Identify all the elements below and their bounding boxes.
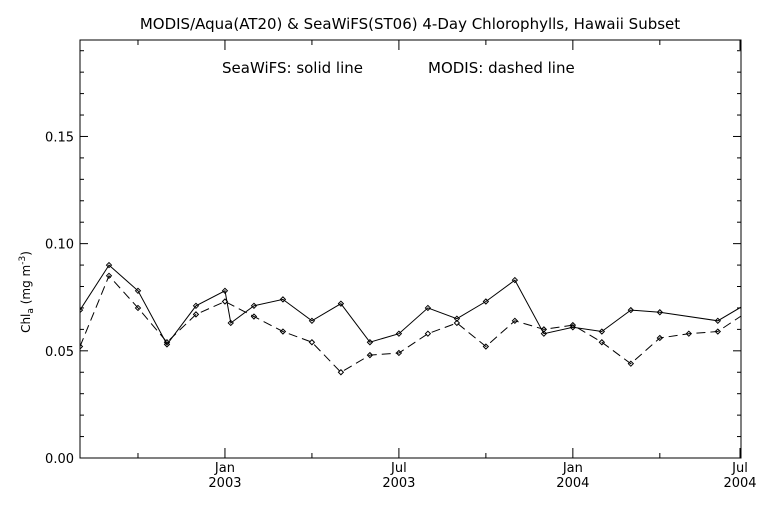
seawifs-point [395,330,403,337]
modis-point [395,349,403,357]
y-axis-label-close: ) [19,251,33,256]
modis-point [714,328,722,335]
x-tick-label-year: 2003 [208,476,241,491]
modis-point [511,317,519,325]
seawifs-point [366,339,374,346]
seawifs-point [227,319,234,327]
y-tick-label: 0.10 [45,238,74,253]
modis-annotation: MODIS: dashed line [428,59,575,77]
modis-point [424,330,432,337]
y-axis-label-main: Chl [19,314,33,333]
seawifs-point [656,309,664,316]
seawifs-point [453,315,461,322]
x-tick-label-month: Jul [731,461,748,476]
seawifs-point [337,300,345,307]
modis-point [134,304,142,312]
seawifs-point [221,287,229,295]
modis-point [80,343,84,350]
seawifs-point [482,298,490,305]
modis-point [250,313,258,320]
x-tick-label-year: 2004 [723,476,756,491]
seawifs-point [163,341,171,348]
x-tick-label-month: Jan [562,461,583,476]
modis-point [540,326,548,333]
y-axis-label-exponent: -3 [18,256,28,265]
seawifs-point [511,276,519,284]
y-axis-label-units: (mg m [19,265,33,305]
seawifs-point [134,287,142,295]
plot-frame [79,39,742,459]
y-axis-label-subscript: a [26,308,36,314]
modis-point [685,330,693,337]
seawifs-point [80,306,84,314]
y-axis-label: Chla (mg m-3) [18,251,36,333]
modis-point [105,272,113,280]
y-tick-label: 0.05 [45,345,74,360]
modis-point [366,351,374,359]
seawifs-point [308,317,316,325]
y-tick-label: 0.15 [45,130,74,145]
modis-point [569,321,577,329]
modis-point [337,369,345,376]
modis-line [80,274,741,373]
seawifs-point [744,301,749,306]
seawifs-point [598,328,606,335]
modis-point [279,328,287,335]
seawifs-point [250,302,258,310]
modis-point [627,360,635,367]
modis-point [308,339,316,346]
seawifs-point [540,330,548,337]
seawifs-point [627,306,635,314]
x-tick-label-year: 2004 [556,476,589,491]
series-layer [80,261,749,376]
x-tick-label-month: Jul [390,461,407,476]
modis-point [744,310,749,315]
seawifs-point [105,261,113,269]
x-tick-label-month: Jan [214,461,235,476]
seawifs-annotation: SeaWiFS: solid line [222,59,363,77]
seawifs-point [714,317,722,325]
seawifs-line [80,264,741,346]
modis-point [192,311,200,318]
modis-point [453,319,461,327]
modis-point [598,339,606,346]
modis-point [482,343,490,350]
y-axis: 0.00 0.05 0.10 0.15 [45,50,741,467]
x-tick-label-year: 2003 [382,476,415,491]
modis-point [221,298,229,305]
chart-title: MODIS/Aqua(AT20) & SeaWiFS(ST06) 4-Day C… [140,15,680,33]
seawifs-point [192,302,200,310]
y-tick-label: 0.00 [45,452,74,467]
modis-point [163,339,171,346]
seawifs-point [424,304,432,312]
modis-point [656,334,664,342]
seawifs-point [279,296,287,303]
